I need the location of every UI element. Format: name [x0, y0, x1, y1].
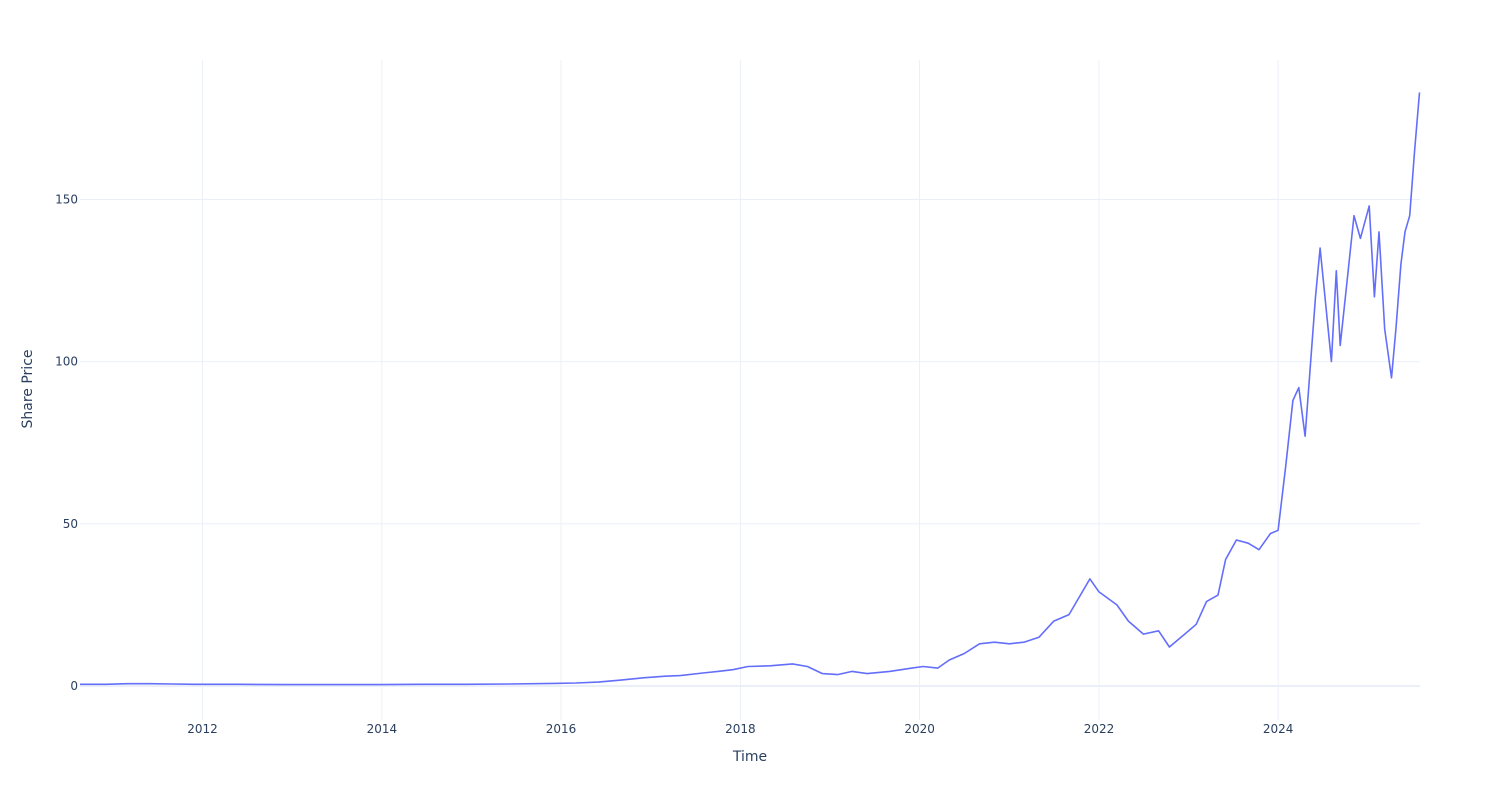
- x-tick-label: 2014: [367, 722, 398, 736]
- x-tick-label: 2018: [725, 722, 756, 736]
- x-tick-label: 2016: [546, 722, 577, 736]
- x-axis-title: Time: [732, 749, 767, 765]
- x-tick-label: 2012: [187, 722, 218, 736]
- series-layer: [80, 92, 1421, 686]
- x-gridlines: [201, 60, 1279, 720]
- x-tick-labels: 2012 2014 2016 2018 2020 2022 2024: [187, 722, 1293, 736]
- x-tick-label: 2020: [904, 722, 935, 736]
- series-line: [80, 92, 1421, 686]
- y-tick-label: 150: [55, 192, 78, 206]
- y-tick-labels: 0 50 100 150: [55, 192, 78, 692]
- y-axis-title: Share Price: [20, 349, 36, 428]
- y-tick-label: 100: [55, 355, 78, 369]
- y-tick-label: 0: [70, 679, 78, 693]
- y-gridlines: [80, 198, 1420, 687]
- y-tick-label: 50: [63, 517, 78, 531]
- x-tick-label: 2024: [1263, 722, 1294, 736]
- x-tick-label: 2022: [1084, 722, 1115, 736]
